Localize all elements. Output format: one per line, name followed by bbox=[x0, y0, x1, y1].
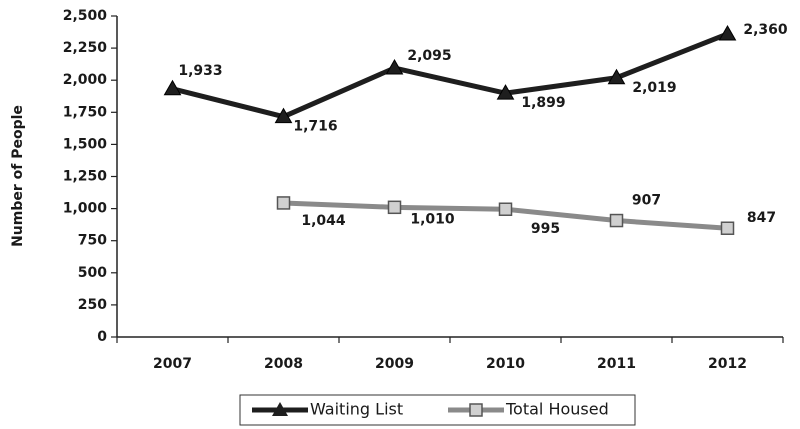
data-label: 1,899 bbox=[521, 95, 565, 111]
marker bbox=[385, 58, 404, 75]
legend-marker bbox=[469, 403, 483, 417]
legend-marker bbox=[272, 402, 288, 416]
x-tick-label: 2011 bbox=[597, 356, 636, 372]
y-tick-label: 0 bbox=[97, 329, 107, 345]
x-tick-label: 2007 bbox=[153, 356, 192, 372]
marker bbox=[274, 107, 293, 124]
data-label: 847 bbox=[747, 210, 776, 226]
marker bbox=[498, 202, 513, 216]
y-tick-label: 1,000 bbox=[63, 201, 108, 217]
series-line bbox=[171, 31, 729, 120]
y-tick-label: 1,250 bbox=[63, 169, 108, 185]
marker bbox=[720, 221, 735, 235]
y-axis-label: Number of People bbox=[10, 105, 26, 247]
marker bbox=[163, 79, 182, 96]
x-tick-label: 2008 bbox=[264, 356, 303, 372]
y-tick-label: 750 bbox=[78, 233, 107, 249]
marker bbox=[607, 68, 626, 85]
marker bbox=[387, 200, 402, 215]
y-tick-label: 250 bbox=[78, 297, 107, 313]
y-tick-label: 2,000 bbox=[63, 72, 108, 88]
data-label: 1,044 bbox=[301, 213, 346, 229]
marker bbox=[496, 84, 515, 100]
legend-label: Waiting List bbox=[310, 400, 403, 419]
y-tick-label: 500 bbox=[78, 265, 107, 281]
data-label: 2,019 bbox=[632, 80, 676, 96]
x-tick-label: 2010 bbox=[486, 356, 525, 372]
data-label: 1,933 bbox=[178, 63, 222, 79]
data-label: 907 bbox=[632, 193, 661, 209]
marker bbox=[609, 213, 624, 228]
x-tick-label: 2009 bbox=[375, 356, 414, 372]
data-label: 2,095 bbox=[407, 48, 451, 64]
data-label: 1,010 bbox=[410, 211, 455, 227]
y-tick-label: 1,500 bbox=[63, 136, 108, 152]
legend-label: Total Housed bbox=[505, 400, 609, 419]
data-label: 2,360 bbox=[743, 22, 788, 38]
data-label: 1,716 bbox=[293, 119, 337, 135]
y-tick-label: 2,250 bbox=[63, 40, 108, 56]
marker bbox=[718, 24, 737, 41]
y-tick-label: 1,750 bbox=[63, 104, 108, 120]
y-tick-label: 2,500 bbox=[63, 8, 108, 24]
marker bbox=[276, 196, 291, 210]
x-tick-label: 2012 bbox=[708, 356, 747, 372]
data-label: 995 bbox=[531, 221, 560, 237]
